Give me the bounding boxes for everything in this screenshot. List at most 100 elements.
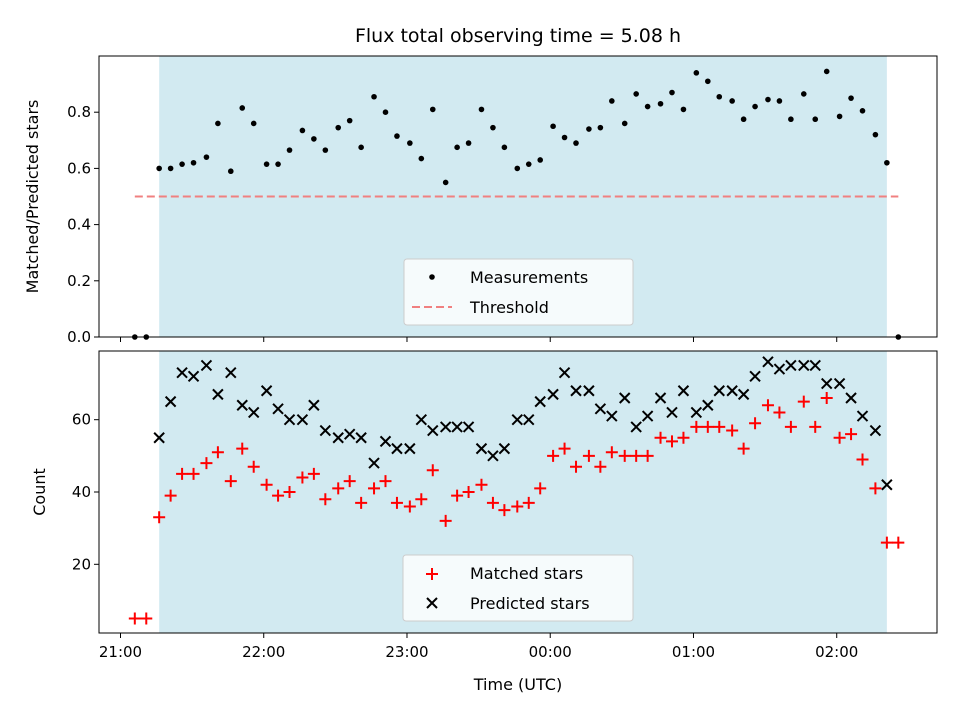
predicted-star-point	[833, 377, 846, 390]
measurement-point	[478, 106, 485, 113]
matched-star-point	[475, 478, 488, 491]
measurement-point	[525, 161, 532, 167]
measurement-point	[227, 168, 234, 175]
y-tick-label: 0.2	[67, 272, 91, 290]
matched-star-point	[379, 475, 392, 488]
measurement-point	[586, 126, 592, 132]
matched-star-point	[153, 511, 166, 524]
matched-star-point	[820, 392, 833, 404]
matched-star-point	[498, 504, 511, 517]
matched-star-point	[211, 446, 224, 459]
legend-label-measurements: Measurements	[470, 268, 588, 287]
legend-plus-icon	[426, 568, 438, 580]
matched-star-point	[140, 612, 153, 625]
y-tick-label: 20	[72, 555, 91, 573]
legend-x-icon	[426, 597, 438, 609]
predicted-star-point	[451, 421, 463, 433]
measurement-point	[311, 136, 317, 142]
measurement-point	[597, 124, 604, 131]
measurement-point	[537, 157, 544, 163]
matched-star-point	[332, 482, 345, 495]
predicted-star-point	[737, 388, 750, 401]
matched-star-point	[690, 420, 703, 433]
measurement-point	[179, 161, 185, 167]
y-tick-label: 0.4	[67, 216, 91, 234]
measurement-point	[394, 133, 400, 139]
predicted-star-point	[260, 385, 273, 397]
predicted-star-point	[558, 366, 571, 379]
matched-star-point	[522, 496, 535, 509]
predicted-star-point	[462, 421, 475, 433]
x-tick-label: 02:00	[815, 643, 858, 661]
matched-star-point	[296, 471, 309, 484]
count-y-axis-label: Count	[30, 468, 49, 516]
measurement-point	[215, 120, 221, 127]
predicted-star-point	[200, 359, 213, 372]
matched-star-point	[368, 482, 381, 495]
y-tick-label: 0.8	[67, 103, 91, 121]
matched-star-point	[224, 475, 237, 488]
legend-label-matched: Matched stars	[470, 564, 583, 583]
y-tick-label: 40	[72, 483, 91, 501]
predicted-star-point	[343, 428, 356, 440]
matched-stars-points	[128, 392, 905, 625]
y-tick-label: 60	[72, 411, 91, 429]
predicted-star-point	[164, 395, 177, 408]
measurement-point	[693, 70, 700, 76]
measurement-point	[442, 179, 449, 186]
matched-star-point	[534, 482, 547, 495]
matched-star-point	[176, 467, 189, 480]
matched-star-point	[403, 500, 416, 513]
predicted-star-point	[498, 442, 511, 455]
measurement-point	[788, 116, 794, 123]
predicted-star-point	[511, 413, 523, 426]
x-tick-label: 23:00	[385, 643, 428, 661]
matched-star-point	[319, 493, 332, 506]
predicted-star-point	[547, 388, 559, 401]
measurement-point	[740, 116, 747, 123]
predicted-star-point	[702, 399, 714, 411]
predicted-star-point	[809, 359, 821, 372]
matched-star-point	[797, 395, 810, 408]
measurement-point	[358, 144, 364, 151]
predicted-star-point	[677, 385, 690, 397]
predicted-star-point	[439, 421, 452, 433]
count-panel: 20 40 60 21:00 22:00 23:00 00:00 01:00 02:00 Ti…	[30, 350, 938, 694]
measurement-point	[418, 155, 425, 162]
count-legend: Matched stars Predicted stars	[402, 554, 634, 622]
legend-box	[403, 258, 634, 326]
measurement-point	[848, 95, 854, 101]
matched-star-point	[451, 489, 464, 502]
matched-star-point	[415, 493, 428, 506]
time-x-axis-label: Time (UTC)	[473, 675, 562, 694]
predicted-star-point	[594, 403, 607, 415]
matched-star-point	[439, 514, 452, 527]
measurement-point	[729, 98, 735, 104]
y-tick-label: 0.0	[67, 328, 91, 346]
measurement-point	[167, 165, 174, 172]
predicted-star-point	[713, 385, 725, 397]
matched-star-point	[641, 449, 654, 462]
measurement-point	[633, 91, 639, 97]
measurement-point	[823, 68, 830, 75]
x-tick-label: 00:00	[529, 643, 572, 661]
predicted-star-point	[415, 413, 428, 426]
measurement-point	[836, 113, 843, 120]
matched-star-point	[547, 449, 560, 462]
predicted-star-point	[749, 370, 761, 383]
matched-star-point	[713, 420, 726, 433]
measurement-point	[275, 161, 281, 167]
predicted-star-point	[606, 410, 618, 422]
predicted-star-point	[820, 377, 833, 390]
predicted-star-point	[308, 399, 320, 411]
matched-star-point	[426, 464, 439, 477]
measurement-point	[609, 98, 615, 104]
matched-star-point	[761, 399, 774, 412]
measurement-point	[454, 144, 460, 151]
matched-star-point	[272, 489, 285, 502]
matched-star-point	[260, 478, 273, 491]
measurement-point	[644, 103, 651, 110]
measurement-point	[335, 124, 342, 131]
predicted-star-point	[856, 410, 869, 422]
matched-star-point	[773, 406, 786, 419]
